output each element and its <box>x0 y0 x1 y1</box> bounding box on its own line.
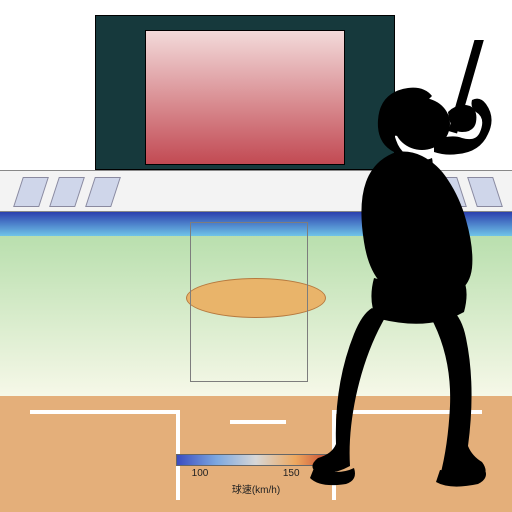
tick-label: 150 <box>283 468 300 479</box>
wall-panel <box>13 177 49 207</box>
batter-silhouette <box>300 40 512 510</box>
wall-panel <box>49 177 85 207</box>
batter-box-left-top <box>30 410 180 414</box>
baseball-pitch-view: 100 150 球速(km/h) <box>0 0 512 512</box>
home-plate-line <box>230 420 286 424</box>
tick-label: 100 <box>192 468 209 479</box>
strike-zone <box>190 222 308 382</box>
wall-panel <box>85 177 121 207</box>
